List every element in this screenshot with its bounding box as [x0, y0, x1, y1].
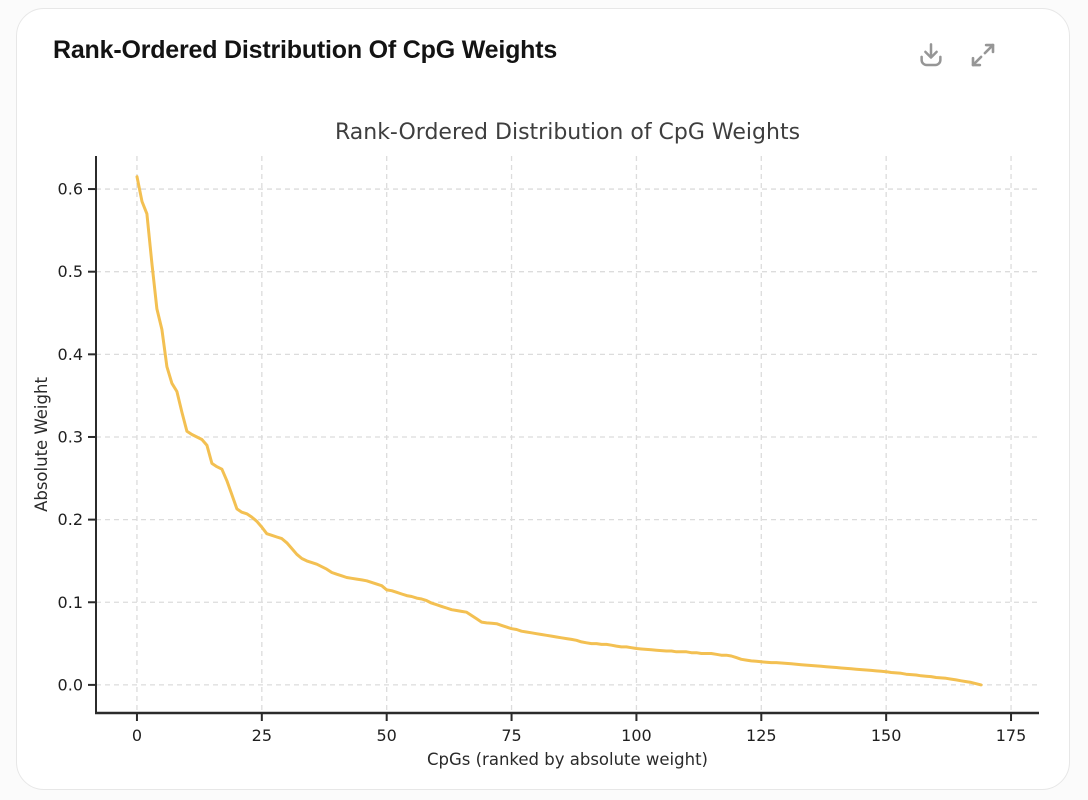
card-header: Rank-Ordered Distribution Of CpG Weights: [17, 9, 1069, 73]
x-tick-label: 75: [501, 726, 521, 745]
chart-title: Rank-Ordered Distribution of CpG Weights: [335, 120, 800, 145]
y-tick-label: 0.2: [58, 510, 83, 529]
x-axis-label: CpGs (ranked by absolute weight): [427, 750, 708, 769]
x-tick-label: 150: [871, 726, 902, 745]
download-icon: [916, 40, 946, 70]
x-tick-label: 125: [746, 726, 777, 745]
y-tick-label: 0.4: [58, 345, 83, 364]
y-tick-label: 0.0: [58, 675, 83, 694]
y-tick-label: 0.3: [58, 427, 83, 446]
axes-spines: [95, 156, 1039, 715]
page-title: Rank-Ordered Distribution Of CpG Weights: [53, 36, 558, 64]
y-tick-label: 0.1: [58, 593, 83, 612]
expand-icon: [968, 40, 998, 70]
expand-button[interactable]: [965, 37, 1001, 73]
x-tick-label: 100: [621, 726, 652, 745]
y-tick-label: 0.5: [58, 262, 83, 281]
x-tick-label: 0: [132, 726, 142, 745]
line-chart: 0.0 0.1 0.2 0.3 0.4 0.5 0.6 0 25 50 75 100 125 150 175…: [32, 120, 1039, 769]
chart-card: Rank-Ordered Distribution Of CpG Weights: [16, 8, 1070, 790]
tick-labels: 0.0 0.1 0.2 0.3 0.4 0.5 0.6 0 25 50 75 100 125 150 175: [58, 180, 1027, 745]
y-tick-label: 0.6: [58, 180, 83, 199]
data-line: [135, 175, 983, 687]
tick-marks: [88, 188, 1013, 721]
x-tick-label: 25: [252, 726, 272, 745]
header-actions: [913, 37, 1001, 73]
x-tick-label: 50: [377, 726, 397, 745]
y-axis-label: Absolute Weight: [32, 377, 51, 512]
download-button[interactable]: [913, 37, 949, 73]
chart-area: 0.0 0.1 0.2 0.3 0.4 0.5 0.6 0 25 50 75 100 125 150 175…: [17, 106, 1069, 789]
x-tick-label: 175: [996, 726, 1027, 745]
gridlines: [96, 156, 1039, 713]
